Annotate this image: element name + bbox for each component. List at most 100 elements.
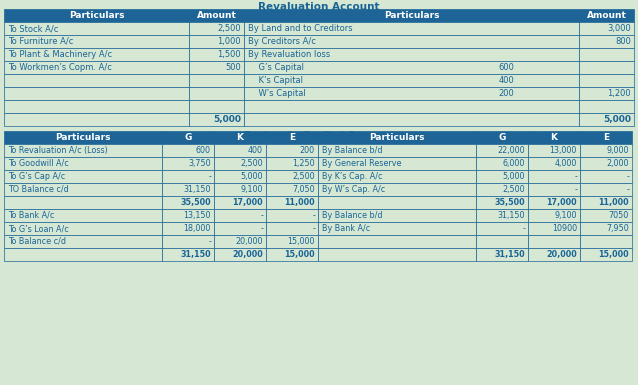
Text: 31,150: 31,150 <box>181 250 211 259</box>
Text: By Creditors A/c: By Creditors A/c <box>248 37 316 46</box>
Bar <box>189 74 244 87</box>
Text: 3,000: 3,000 <box>607 24 631 33</box>
Bar <box>4 131 162 144</box>
Bar <box>4 196 162 209</box>
Bar <box>476 183 528 196</box>
Text: 17,000: 17,000 <box>232 198 263 207</box>
Text: 1,250: 1,250 <box>292 159 315 168</box>
Bar <box>4 87 189 100</box>
Bar <box>579 113 634 126</box>
Bar <box>318 222 476 235</box>
Text: 2,500: 2,500 <box>292 172 315 181</box>
Text: 7,950: 7,950 <box>606 224 629 233</box>
Text: 9,100: 9,100 <box>554 211 577 220</box>
Text: Particulars: Particulars <box>383 11 439 20</box>
Bar <box>244 9 579 22</box>
Text: To Balance c/d: To Balance c/d <box>8 237 66 246</box>
Bar <box>214 209 266 222</box>
Text: 9,100: 9,100 <box>241 185 263 194</box>
Text: 2,500: 2,500 <box>218 24 241 33</box>
Bar <box>528 222 580 235</box>
Bar <box>528 235 580 248</box>
Text: W’s Capital: W’s Capital <box>248 89 306 98</box>
Bar <box>266 170 318 183</box>
Text: By K’s Cap. A/c: By K’s Cap. A/c <box>322 172 383 181</box>
Bar <box>318 209 476 222</box>
Bar <box>579 87 634 100</box>
Text: 200: 200 <box>300 146 315 155</box>
Bar <box>528 248 580 261</box>
Bar <box>189 100 244 113</box>
Text: -: - <box>522 224 525 233</box>
Text: Revaluation Account: Revaluation Account <box>258 2 380 12</box>
Text: By Land and to Creditors: By Land and to Creditors <box>248 24 353 33</box>
Text: Particulars: Particulars <box>369 133 425 142</box>
Bar <box>162 222 214 235</box>
Text: 400: 400 <box>248 146 263 155</box>
Bar <box>266 222 318 235</box>
Text: By Revaluation loss: By Revaluation loss <box>248 50 330 59</box>
Text: 5,000: 5,000 <box>603 115 631 124</box>
Text: 5,000: 5,000 <box>241 172 263 181</box>
Text: To Goodwill A/c: To Goodwill A/c <box>8 159 69 168</box>
Bar <box>162 157 214 170</box>
Bar <box>266 144 318 157</box>
Bar <box>318 170 476 183</box>
Bar <box>580 131 632 144</box>
Bar <box>214 248 266 261</box>
Text: 22,000: 22,000 <box>498 146 525 155</box>
Bar <box>214 235 266 248</box>
Bar <box>318 235 476 248</box>
Text: To Stock A/c: To Stock A/c <box>8 24 58 33</box>
Text: Particulars: Particulars <box>56 133 111 142</box>
Text: 11,000: 11,000 <box>598 198 629 207</box>
Bar <box>579 9 634 22</box>
Bar <box>580 222 632 235</box>
Text: By General Reserve: By General Reserve <box>322 159 401 168</box>
Text: 9,000: 9,000 <box>607 146 629 155</box>
Text: 1,000: 1,000 <box>218 37 241 46</box>
Text: 17,000: 17,000 <box>546 198 577 207</box>
Text: 31,150: 31,150 <box>494 250 525 259</box>
Text: Partner’s Capital Account: Partner’s Capital Account <box>244 131 394 141</box>
Text: K: K <box>237 133 244 142</box>
Text: 2,000: 2,000 <box>607 159 629 168</box>
Text: By Balance b/d: By Balance b/d <box>322 211 383 220</box>
Text: -: - <box>626 185 629 194</box>
Bar <box>244 48 579 61</box>
Bar <box>214 157 266 170</box>
Bar <box>580 196 632 209</box>
Bar <box>528 196 580 209</box>
Text: 15,000: 15,000 <box>598 250 629 259</box>
Text: 35,500: 35,500 <box>181 198 211 207</box>
Text: To G’s Cap A/c: To G’s Cap A/c <box>8 172 65 181</box>
Text: 13,000: 13,000 <box>549 146 577 155</box>
Bar <box>189 35 244 48</box>
Bar <box>214 183 266 196</box>
Bar <box>244 35 579 48</box>
Text: -: - <box>260 224 263 233</box>
Bar <box>476 235 528 248</box>
Bar <box>4 113 189 126</box>
Bar <box>580 209 632 222</box>
Text: 6,000: 6,000 <box>503 159 525 168</box>
Bar <box>528 183 580 196</box>
Bar <box>162 170 214 183</box>
Bar <box>476 170 528 183</box>
Text: E: E <box>603 133 609 142</box>
Text: 800: 800 <box>615 37 631 46</box>
Bar <box>4 235 162 248</box>
Text: 20,000: 20,000 <box>546 250 577 259</box>
Bar <box>4 222 162 235</box>
Bar <box>244 74 579 87</box>
Text: K: K <box>551 133 558 142</box>
Bar <box>318 183 476 196</box>
Text: K’s Capital: K’s Capital <box>248 76 303 85</box>
Bar <box>162 183 214 196</box>
Bar <box>214 144 266 157</box>
Bar <box>266 183 318 196</box>
Bar <box>4 170 162 183</box>
Text: -: - <box>208 237 211 246</box>
Bar <box>162 144 214 157</box>
Bar <box>189 22 244 35</box>
